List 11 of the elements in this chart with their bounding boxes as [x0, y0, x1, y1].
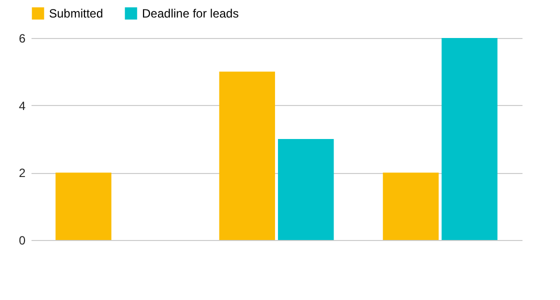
bar: [219, 72, 276, 240]
y-tick-label: 2: [18, 166, 26, 180]
legend-label: Submitted: [49, 6, 104, 20]
bar: [56, 172, 112, 240]
bar: [278, 139, 334, 240]
y-tick-label: 6: [18, 32, 26, 46]
bar: [442, 38, 498, 240]
y-tick-label: 0: [18, 234, 26, 248]
legend-label: Deadline for leads: [142, 6, 239, 20]
bar: [382, 172, 439, 240]
y-tick-label: 4: [18, 98, 26, 113]
